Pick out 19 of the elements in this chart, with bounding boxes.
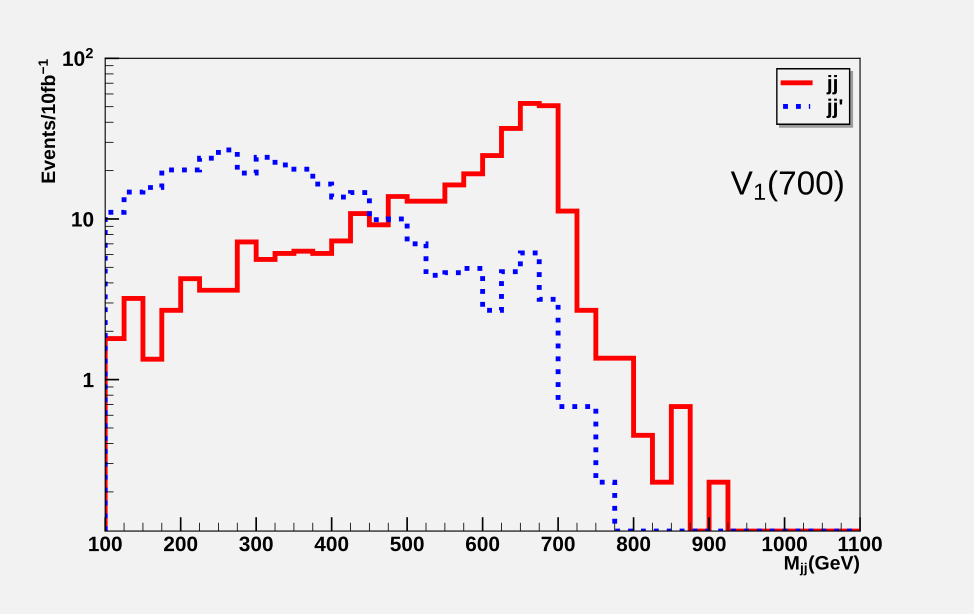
legend-label: jj [826,74,837,94]
y-axis-title: Events/10fb$^{−1}$ [38,59,56,182]
x-tick-label: 700 [542,536,575,552]
x-tick-label: 300 [239,536,273,552]
y-tick-label: 1 [84,372,94,388]
x-tick-label: 900 [692,536,726,552]
y-tick-label: 10$^{2}$ [63,48,93,66]
x-tick-label: 800 [616,536,650,552]
y-tick-label: 10 [72,212,94,227]
x-tick-label: 100 [89,536,122,552]
x-tick-label: 200 [164,536,198,552]
legend-label: jj' [826,98,842,118]
x-tick-label: 1000 [762,536,807,552]
x-tick-label: 1100 [838,536,882,552]
x-tick-label: 400 [314,536,348,552]
annotation: V$_{1}$(700) [730,170,843,202]
x-tick-label: 600 [466,536,500,552]
x-axis-title: M$_{jj}$(GeV) [784,555,859,576]
x-tick-label: 500 [390,536,424,552]
